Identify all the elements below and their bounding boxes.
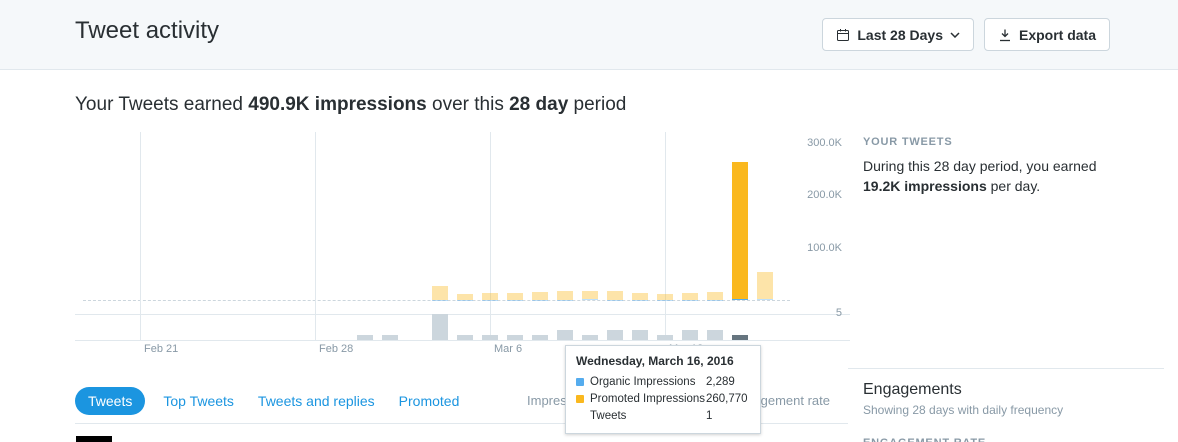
y-axis-label: 100.0K [807,241,842,254]
tweets-bar[interactable] [632,329,648,340]
tweets-bar[interactable] [432,314,448,340]
tweets-gridline-5 [75,314,850,315]
organic-swatch-icon [576,378,584,386]
right-sidebar: YOUR TWEETS During this 28 day period, y… [848,130,1178,442]
week-gridline [665,132,666,340]
zero-baseline [83,300,790,301]
promoted-impressions-bar[interactable] [532,291,548,300]
tweets-bar[interactable] [482,334,498,340]
topbar-actions: Last 28 Days Export data [822,18,1110,51]
your-tweets-highlight: 19.2K impressions [863,178,987,194]
export-data-label: Export data [1018,26,1096,43]
tab-top-tweets[interactable]: Top Tweets [163,392,234,409]
tooltip-label: Tweets [590,410,627,422]
x-axis-label: Feb 28 [319,343,354,355]
tab-promoted[interactable]: Promoted [398,392,460,409]
promoted-impressions-bar[interactable] [632,292,648,300]
page-title: Tweet activity [75,17,220,44]
your-tweets-summary: During this 28 day period, you earned 19… [848,148,1148,196]
week-gridline [315,132,316,340]
engagements-title: Engagements [863,381,962,398]
tweets-bar[interactable] [732,334,748,340]
promoted-impressions-bar[interactable] [557,291,573,300]
summary-period: 28 day [509,94,569,115]
summary-middle: over this [426,94,510,115]
summary-prefix: Your Tweets earned [75,94,249,115]
summary-suffix: period [568,94,627,115]
tweets-bar[interactable] [382,334,398,340]
promoted-impressions-bar[interactable] [732,162,748,299]
tooltip-value: 2,289 [706,376,735,388]
promoted-impressions-bar[interactable] [682,292,698,300]
date-range-button[interactable]: Last 28 Days [822,18,974,51]
engagements-section: Engagements Showing 28 days with daily f… [848,368,1164,442]
tooltip-date: Wednesday, March 16, 2016 [576,354,734,368]
engagements-subtitle: Showing 28 days with daily frequency [863,403,1064,417]
tooltip-row-promoted: Promoted Impressions 260,770 [576,391,750,408]
promoted-impressions-bar[interactable] [707,292,723,300]
tweets-bar[interactable] [557,329,573,340]
tooltip-row-organic: Organic Impressions 2,289 [576,374,750,391]
promoted-impressions-bar[interactable] [457,293,473,300]
x-axis-label: Mar 6 [494,343,523,355]
tooltip-label: Promoted Impressions [590,393,706,405]
x-axis-label: Feb 21 [144,343,179,355]
summary-headline: Your Tweets earned 490.9K impressions ov… [75,94,626,116]
chevron-down-icon [950,31,960,38]
tweets-bar[interactable] [532,334,548,340]
tweets-bar[interactable] [607,329,623,340]
tooltip-value: 260,770 [706,393,748,405]
promoted-impressions-bar[interactable] [482,293,498,300]
tweets-bar[interactable] [457,334,473,340]
tweets-bar[interactable] [657,334,673,340]
promoted-impressions-bar[interactable] [507,292,523,300]
chart-bottom-axis [75,340,850,341]
tooltip-row-tweets: Tweets 1 [576,408,750,425]
tweets-bar[interactable] [682,329,698,340]
your-tweets-heading: YOUR TWEETS [863,136,953,148]
promoted-impressions-bar[interactable] [432,286,448,300]
tweets-swatch-icon [576,412,584,420]
promoted-impressions-bar[interactable] [757,272,773,300]
week-gridline [140,132,141,340]
promoted-impressions-bar[interactable] [582,291,598,300]
download-icon [998,28,1012,42]
week-gridline [490,132,491,340]
promoted-impressions-bar[interactable] [607,291,623,300]
tweets-bar[interactable] [707,329,723,340]
organic-impressions-bar[interactable] [732,298,748,300]
top-bar: Tweet activity Last 28 Days Export data [0,0,1178,70]
tooltip-value: 1 [706,410,713,422]
tweets-axis-label: 5 [835,307,842,319]
date-range-label: Last 28 Days [857,26,943,43]
tweets-bar[interactable] [507,334,523,340]
calendar-icon [836,28,850,42]
engagement-rate-heading: ENGAGEMENT RATE [863,437,1164,442]
your-tweets-text-prefix: During this 28 day period, you earned [863,158,1097,174]
promoted-swatch-icon [576,395,584,403]
promoted-impressions-bar[interactable] [657,294,673,300]
y-axis-label: 300.0K [807,137,842,149]
tooltip-label: Organic Impressions [590,376,696,388]
export-data-button[interactable]: Export data [983,18,1110,51]
tweets-bar[interactable] [357,334,373,340]
chart-tooltip: Wednesday, March 16, 2016 Organic Impres… [565,345,761,434]
organic-impressions-bar[interactable] [582,299,598,300]
tweet-media-thumbnail [76,436,112,442]
y-axis-label: 200.0K [807,189,842,202]
tab-tweets-and-replies[interactable]: Tweets and replies [257,392,375,409]
summary-impressions: 490.9K impressions [248,94,427,115]
tab-tweets[interactable]: Tweets [75,386,146,415]
your-tweets-text-suffix: per day. [986,178,1041,194]
tweets-bar[interactable] [582,334,598,340]
organic-impressions-bar[interactable] [757,299,773,300]
